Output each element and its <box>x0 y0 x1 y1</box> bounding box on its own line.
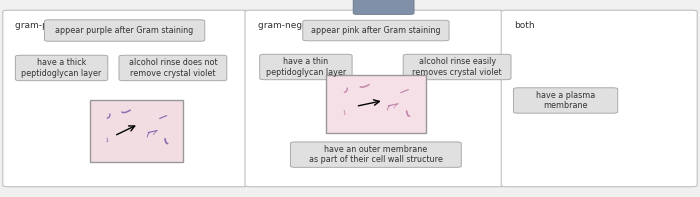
FancyBboxPatch shape <box>403 54 511 80</box>
Text: both: both <box>514 21 534 30</box>
Text: have a plasma
membrane: have a plasma membrane <box>536 91 595 110</box>
FancyBboxPatch shape <box>501 10 697 187</box>
FancyBboxPatch shape <box>290 142 461 167</box>
Text: have a thick
peptidoglycan layer: have a thick peptidoglycan layer <box>22 58 102 78</box>
FancyBboxPatch shape <box>90 100 183 162</box>
FancyBboxPatch shape <box>354 0 414 15</box>
FancyBboxPatch shape <box>15 55 108 81</box>
FancyBboxPatch shape <box>302 20 449 41</box>
FancyBboxPatch shape <box>514 88 617 113</box>
Text: gram-positive bacteria: gram-positive bacteria <box>15 21 118 30</box>
Text: alcohol rinse easily
removes crystal violet: alcohol rinse easily removes crystal vio… <box>412 57 502 77</box>
Text: appear purple after Gram staining: appear purple after Gram staining <box>55 26 194 35</box>
FancyBboxPatch shape <box>44 20 204 41</box>
Text: alcohol rinse does not
remove crystal violet: alcohol rinse does not remove crystal vi… <box>129 58 217 78</box>
FancyBboxPatch shape <box>119 55 227 81</box>
FancyBboxPatch shape <box>260 54 352 80</box>
Text: appear pink after Gram staining: appear pink after Gram staining <box>312 26 441 35</box>
Text: have an outer membrane
as part of their cell wall structure: have an outer membrane as part of their … <box>309 145 443 164</box>
FancyBboxPatch shape <box>3 10 248 187</box>
Text: gram-negative bacteria: gram-negative bacteria <box>258 21 365 30</box>
FancyBboxPatch shape <box>326 75 426 133</box>
FancyBboxPatch shape <box>245 10 505 187</box>
Text: have a thin
peptidoglycan layer: have a thin peptidoglycan layer <box>266 57 346 77</box>
